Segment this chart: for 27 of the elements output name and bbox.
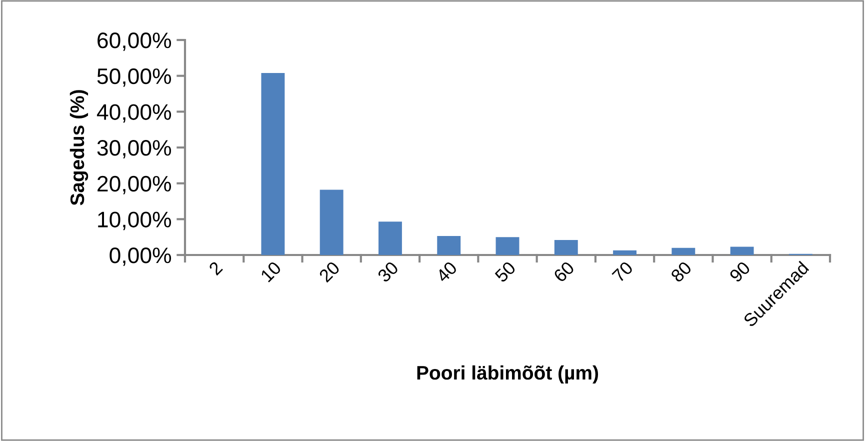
bar xyxy=(672,248,696,255)
x-tick-label: 2 xyxy=(208,260,223,276)
y-axis-title: Sagedus (%) xyxy=(70,90,88,206)
x-axis-title: Poori läbimõõt (µm) xyxy=(417,365,598,384)
x-tick-label: 60 xyxy=(552,260,576,283)
bar xyxy=(730,246,754,255)
bar xyxy=(554,240,578,255)
y-tick-label: 60,00% xyxy=(98,32,172,51)
y-tick-label: 20,00% xyxy=(98,176,172,194)
bar xyxy=(613,250,636,255)
bar xyxy=(437,236,461,255)
x-tick-label: 20 xyxy=(318,260,340,283)
x-tick-label: 10 xyxy=(260,260,282,282)
bar xyxy=(378,222,402,255)
y-tick-label: 50,00% xyxy=(97,68,172,87)
y-tick-label: 10,00% xyxy=(98,212,172,230)
y-tick-label: 40,00% xyxy=(96,104,172,123)
x-tick-label: 30 xyxy=(376,260,400,283)
x-tick-label: 80 xyxy=(670,260,692,283)
bar xyxy=(261,72,285,255)
bar xyxy=(496,237,520,255)
x-tick-label: 50 xyxy=(494,260,516,283)
x-tick-label: 40 xyxy=(435,260,458,284)
y-tick-label: 30,00% xyxy=(97,140,172,158)
bar xyxy=(320,190,344,255)
y-tick-label: 0,00% xyxy=(110,248,172,266)
x-tick-label: 70 xyxy=(612,260,634,283)
